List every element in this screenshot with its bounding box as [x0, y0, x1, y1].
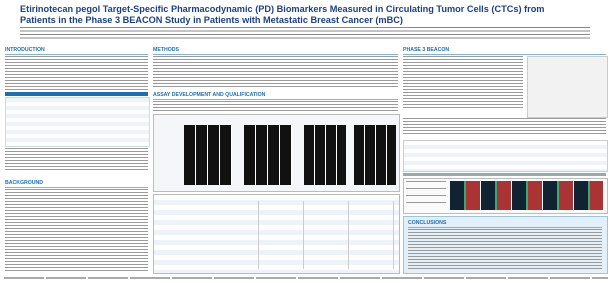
section-heading: PHASE 3 BEACON — [403, 47, 606, 55]
cell-images — [244, 125, 292, 185]
cell-images — [354, 125, 396, 185]
section-heading: METHODS — [153, 47, 398, 55]
cell-images — [184, 125, 232, 185]
poster-title: Etirinotecan pegol Target-Specific Pharm… — [20, 4, 545, 25]
section-heading: BACKGROUND — [5, 180, 148, 188]
labels — [406, 181, 446, 209]
table — [5, 97, 150, 147]
authors — [20, 27, 590, 41]
study-schema — [527, 56, 608, 118]
footer — [4, 277, 608, 279]
table-grid — [214, 201, 394, 269]
text-block — [153, 56, 398, 88]
table-header — [5, 92, 148, 96]
text-block — [408, 229, 602, 269]
figure — [153, 114, 400, 192]
text-block — [5, 189, 148, 271]
text-block — [403, 56, 523, 108]
text-block — [5, 56, 148, 90]
figure-caption — [403, 173, 606, 176]
cell-images — [450, 181, 603, 210]
section-heading: INTRODUCTION — [5, 47, 148, 55]
text-block — [403, 118, 606, 136]
table — [403, 140, 608, 172]
results-table — [153, 194, 400, 274]
section-heading: CONCLUSIONS — [408, 220, 602, 228]
figure — [403, 178, 608, 214]
conclusions-box: CONCLUSIONS — [403, 216, 608, 274]
text-block — [5, 148, 148, 170]
cell-images — [304, 125, 346, 185]
text-block — [153, 101, 398, 111]
section-heading: ASSAY DEVELOPMENT AND QUALIFICATION — [153, 92, 398, 100]
